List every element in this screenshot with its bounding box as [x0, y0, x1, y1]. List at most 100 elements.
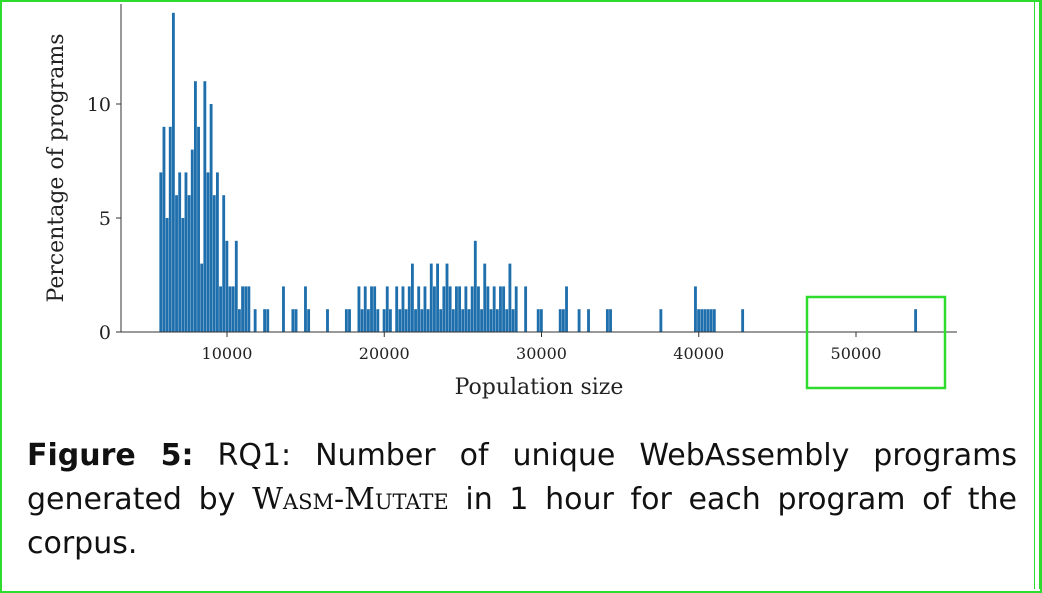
bars-group	[159, 12, 918, 333]
histogram-bar	[357, 286, 361, 332]
histogram-bar	[203, 81, 207, 332]
histogram-bar	[178, 172, 182, 332]
histogram-bar	[436, 263, 439, 332]
histogram-bar	[197, 126, 200, 332]
histogram-bar	[190, 149, 194, 332]
histogram-bar	[231, 286, 235, 332]
caption-text-after: in 1 hour for each program of the corpus…	[27, 482, 1017, 561]
histogram-bar	[480, 309, 484, 332]
histogram-bar	[417, 286, 421, 332]
y-axis-title: Percentage of programs	[44, 33, 69, 302]
x-tick-label: 40000	[673, 344, 724, 363]
histogram-bar	[423, 286, 427, 332]
histogram-bar	[605, 309, 609, 332]
histogram-bar	[659, 309, 663, 332]
histogram-bar	[238, 309, 241, 332]
histogram-bar	[429, 263, 433, 332]
histogram-bar	[187, 195, 191, 332]
histogram-bar	[407, 286, 411, 332]
histogram-bar	[492, 286, 496, 332]
histogram-bar	[511, 309, 515, 332]
histogram-bar	[388, 309, 392, 332]
histogram-bar	[709, 309, 713, 332]
histogram-bar	[175, 195, 178, 332]
histogram-bar	[486, 286, 490, 332]
histogram-bar	[464, 286, 468, 332]
histogram-bar	[455, 286, 458, 332]
histogram-bar	[539, 309, 543, 332]
histogram-bar	[561, 309, 565, 332]
histogram-bar	[502, 286, 506, 332]
histogram-bar	[212, 195, 216, 332]
histogram-bar	[222, 195, 226, 332]
histogram-bar	[376, 309, 380, 332]
x-ticks-group: 10000 20000 30000 40000 50000	[202, 332, 882, 363]
histogram-bar	[209, 104, 213, 332]
histogram-bar	[366, 309, 370, 332]
histogram-chart: 10000 20000 30000 40000 50000 0 5 10 Populatio…	[44, 4, 957, 400]
histogram-bar	[495, 309, 499, 332]
histogram-bar	[914, 309, 918, 332]
histogram-bar	[508, 263, 512, 332]
histogram-bar	[307, 309, 311, 332]
tool-name: Wasm-Mutate	[252, 482, 449, 517]
histogram-bar	[448, 286, 452, 332]
histogram-bar	[241, 286, 244, 332]
histogram-bar	[536, 309, 540, 332]
histogram-bar	[200, 263, 204, 332]
histogram-bar	[470, 286, 474, 332]
histogram-bar	[587, 309, 590, 332]
histogram-bar	[184, 172, 188, 332]
histogram-bar	[461, 309, 465, 332]
histogram-bar	[326, 309, 329, 332]
highlight-box	[805, 295, 947, 390]
histogram-bar	[473, 240, 477, 332]
histogram-bar	[477, 286, 480, 332]
histogram-bar	[439, 309, 443, 332]
histogram-bar	[225, 240, 229, 332]
histogram-bar	[565, 286, 568, 332]
x-tick-label: 50000	[831, 344, 882, 363]
histogram-bar	[382, 309, 386, 332]
histogram-bar	[741, 309, 745, 332]
histogram-bar	[395, 286, 399, 332]
histogram-bar	[385, 286, 389, 332]
histogram-bar	[483, 263, 487, 332]
histogram-bar	[282, 286, 285, 332]
histogram-bar	[244, 286, 248, 332]
histogram-bar	[294, 309, 298, 332]
histogram-bar	[215, 172, 219, 332]
histogram-bar	[228, 286, 232, 332]
histogram-bar	[426, 309, 430, 332]
histogram-bar	[162, 126, 166, 332]
y-tick-label: 0	[99, 322, 111, 344]
histogram-bar	[404, 309, 408, 332]
x-tick-label: 30000	[516, 344, 567, 363]
histogram-bar	[168, 126, 172, 332]
histogram-bar	[159, 172, 163, 332]
histogram-bar	[706, 309, 710, 332]
histogram-bar	[712, 309, 716, 332]
histogram-bar	[348, 309, 351, 332]
histogram-bar	[414, 309, 417, 332]
histogram-bar	[304, 286, 307, 332]
histogram-bar	[165, 218, 169, 332]
histogram-bar	[609, 309, 612, 332]
histogram-bar	[171, 12, 175, 333]
histogram-bar	[410, 263, 414, 332]
histogram-bar	[499, 286, 502, 332]
figure-caption: Figure 5: RQ1: Number of unique WebAssem…	[27, 434, 1017, 566]
histogram-bar	[458, 286, 462, 332]
histogram-bar	[291, 309, 295, 332]
histogram-bar	[253, 309, 257, 332]
y-tick-label: 10	[87, 94, 111, 116]
histogram-bar	[401, 286, 405, 332]
histogram-bar	[467, 309, 471, 332]
histogram-bar	[398, 309, 402, 332]
frame-edge-decoration	[1034, 2, 1040, 589]
histogram-bar	[373, 286, 377, 332]
histogram-bar	[514, 286, 518, 332]
histogram-bar	[363, 286, 367, 332]
histogram-bar	[263, 309, 267, 332]
histogram-bar	[193, 81, 197, 332]
